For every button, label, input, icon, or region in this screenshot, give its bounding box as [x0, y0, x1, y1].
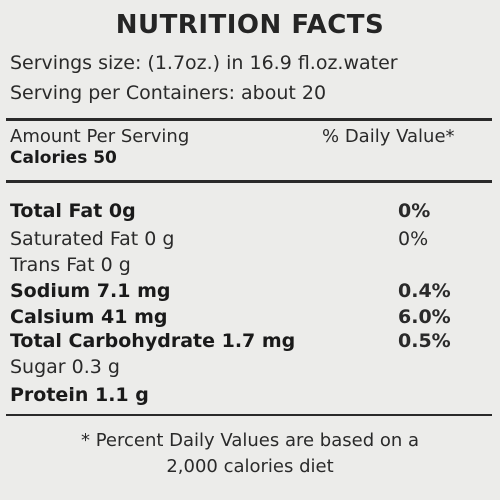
- dv-sodium: 0.4%: [398, 280, 451, 302]
- calories: Calories 50: [10, 148, 117, 168]
- nutrient-saturated-fat: Saturated Fat 0 g: [10, 228, 175, 250]
- dv-total-carbohydrate: 0.5%: [398, 330, 451, 352]
- label-title: NUTRITION FACTS: [115, 10, 385, 40]
- nutrient-trans-fat: Trans Fat 0 g: [10, 254, 131, 276]
- amount-per-serving: Amount Per Serving: [10, 126, 190, 147]
- nutrient-total-fat: Total Fat 0g: [10, 200, 136, 222]
- serving-size: Servings size: (1.7oz.) in 16.9 fl.oz.wa…: [10, 52, 398, 74]
- daily-value-header: % Daily Value*: [322, 126, 455, 147]
- footnote-line-1: * Percent Daily Values are based on a: [80, 430, 420, 451]
- divider-thin: [6, 414, 492, 416]
- divider-thick: [6, 118, 492, 121]
- nutrient-protein: Protein 1.1 g: [10, 384, 149, 406]
- dv-saturated-fat: 0%: [398, 228, 429, 250]
- nutrient-sodium: Sodium 7.1 mg: [10, 280, 171, 302]
- nutrient-total-carbohydrate: Total Carbohydrate 1.7 mg: [10, 330, 296, 352]
- nutrient-calcium: Calsium 41 mg: [10, 306, 168, 328]
- divider-thick-2: [6, 180, 492, 183]
- dv-calcium: 6.0%: [398, 306, 451, 328]
- footnote-line-2: 2,000 calories diet: [166, 456, 334, 477]
- dv-total-fat: 0%: [398, 200, 431, 222]
- nutrient-sugar: Sugar 0.3 g: [10, 356, 120, 378]
- servings-per-container: Serving per Containers: about 20: [10, 82, 327, 104]
